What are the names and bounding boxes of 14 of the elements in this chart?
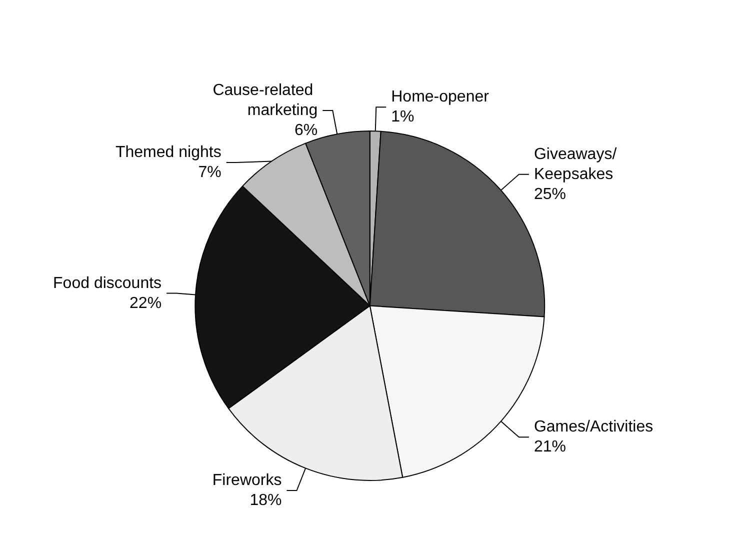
data-label: 18% <box>250 492 282 510</box>
data-label: 6% <box>294 122 318 140</box>
data-label: 1% <box>391 108 414 126</box>
slice-label: Food discounts <box>53 274 162 292</box>
slice-label: Themed nights <box>115 144 222 162</box>
data-label: 25% <box>534 186 566 203</box>
data-label: 7% <box>198 164 222 182</box>
slice-label: Home-opener <box>391 88 490 106</box>
data-label: 22% <box>130 294 162 312</box>
data-label: 21% <box>534 438 566 456</box>
slice-label: Cause-related marketing <box>212 82 318 120</box>
slice-label: Games/Activities <box>534 418 654 436</box>
slice-label: Fireworks <box>212 472 282 490</box>
slice-label: Giveaways/Keepsakes <box>534 146 618 183</box>
